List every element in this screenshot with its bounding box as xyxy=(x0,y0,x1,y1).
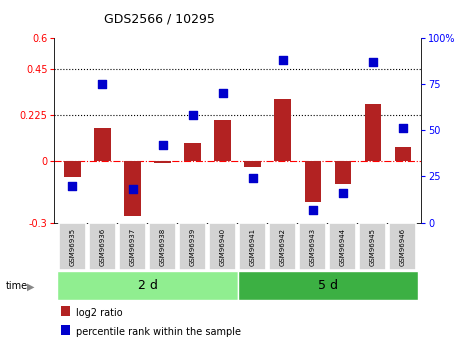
Text: GSM96945: GSM96945 xyxy=(370,228,376,266)
Text: GSM96943: GSM96943 xyxy=(310,228,316,266)
Bar xyxy=(359,224,386,270)
Point xyxy=(129,187,136,192)
Bar xyxy=(119,224,146,270)
Text: GSM96942: GSM96942 xyxy=(280,228,286,266)
Bar xyxy=(394,147,411,161)
Bar xyxy=(154,161,171,163)
Text: GSM96937: GSM96937 xyxy=(130,228,136,266)
Bar xyxy=(94,128,111,161)
Bar xyxy=(389,224,416,270)
Text: GSM96938: GSM96938 xyxy=(159,228,166,266)
Point xyxy=(339,190,347,196)
Text: 5 d: 5 d xyxy=(318,279,338,292)
Bar xyxy=(59,224,86,270)
Text: GSM96941: GSM96941 xyxy=(250,228,256,266)
Bar xyxy=(305,161,321,202)
Bar xyxy=(184,142,201,161)
Point xyxy=(399,126,407,131)
Point xyxy=(99,81,106,87)
Bar xyxy=(209,224,236,270)
Bar xyxy=(329,224,356,270)
Bar xyxy=(334,161,351,184)
Bar xyxy=(179,224,206,270)
Bar xyxy=(245,161,261,167)
Text: GSM96944: GSM96944 xyxy=(340,228,346,266)
Text: 2 d: 2 d xyxy=(138,279,158,292)
Point xyxy=(369,59,377,65)
Text: GSM96939: GSM96939 xyxy=(190,228,196,266)
Text: GDS2566 / 10295: GDS2566 / 10295 xyxy=(104,12,215,25)
Text: GSM96935: GSM96935 xyxy=(70,228,75,266)
Bar xyxy=(57,271,238,300)
Bar xyxy=(64,161,81,177)
Point xyxy=(159,142,166,148)
Point xyxy=(249,176,256,181)
Point xyxy=(219,90,227,96)
Bar xyxy=(238,271,418,300)
Text: GSM96936: GSM96936 xyxy=(99,228,105,266)
Bar xyxy=(274,99,291,161)
Text: GSM96946: GSM96946 xyxy=(400,228,406,266)
Point xyxy=(309,207,316,213)
Bar xyxy=(89,224,116,270)
Bar xyxy=(214,120,231,161)
Text: percentile rank within the sample: percentile rank within the sample xyxy=(76,327,241,337)
Bar xyxy=(124,161,141,216)
Bar xyxy=(365,104,381,161)
Point xyxy=(279,57,287,63)
Text: log2 ratio: log2 ratio xyxy=(76,308,123,318)
Text: ▶: ▶ xyxy=(27,282,35,291)
Point xyxy=(69,183,76,188)
Bar xyxy=(239,224,266,270)
Text: time: time xyxy=(6,282,28,291)
Bar xyxy=(149,224,176,270)
Bar xyxy=(269,224,296,270)
Text: GSM96940: GSM96940 xyxy=(219,228,226,266)
Point xyxy=(189,113,196,118)
Bar xyxy=(299,224,326,270)
